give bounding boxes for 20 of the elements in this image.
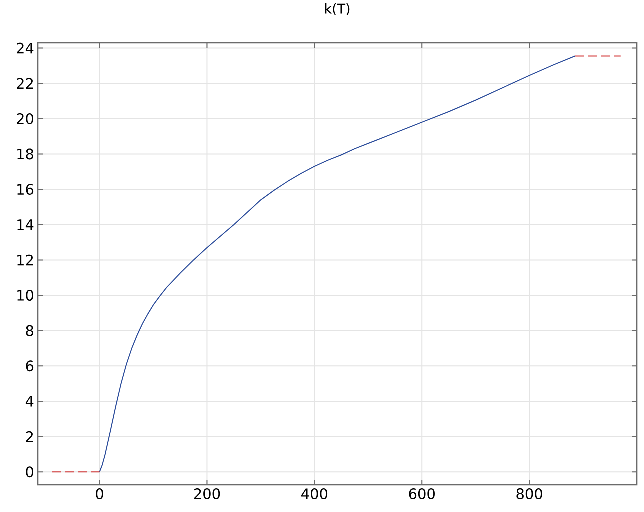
y-tick-label: 6 bbox=[26, 360, 34, 372]
y-tick-label: 14 bbox=[18, 220, 34, 230]
chart-title: k(T) bbox=[325, 3, 350, 16]
y-tick-label: 0 bbox=[26, 466, 34, 478]
x-tick-label: 600 bbox=[409, 488, 435, 500]
y-tick-label: 18 bbox=[18, 148, 34, 160]
y-tick-label: 2 bbox=[26, 431, 34, 442]
y-tick-label: 10 bbox=[18, 290, 34, 301]
line-series bbox=[99, 56, 576, 473]
x-tick-label: 800 bbox=[516, 488, 542, 500]
x-tick-label: 400 bbox=[302, 488, 328, 500]
x-tick-label: 200 bbox=[194, 488, 220, 500]
x-tick-label: 0 bbox=[96, 488, 104, 500]
y-tick-label: 8 bbox=[26, 325, 34, 336]
y-tick-label: 20 bbox=[17, 113, 34, 124]
y-tick-label: 24 bbox=[17, 42, 34, 54]
y-tick-label: 22 bbox=[17, 78, 34, 89]
y-tick-label: 16 bbox=[18, 184, 34, 196]
y-tick-label: 12 bbox=[18, 254, 34, 266]
y-tick-label: 4 bbox=[26, 396, 34, 407]
